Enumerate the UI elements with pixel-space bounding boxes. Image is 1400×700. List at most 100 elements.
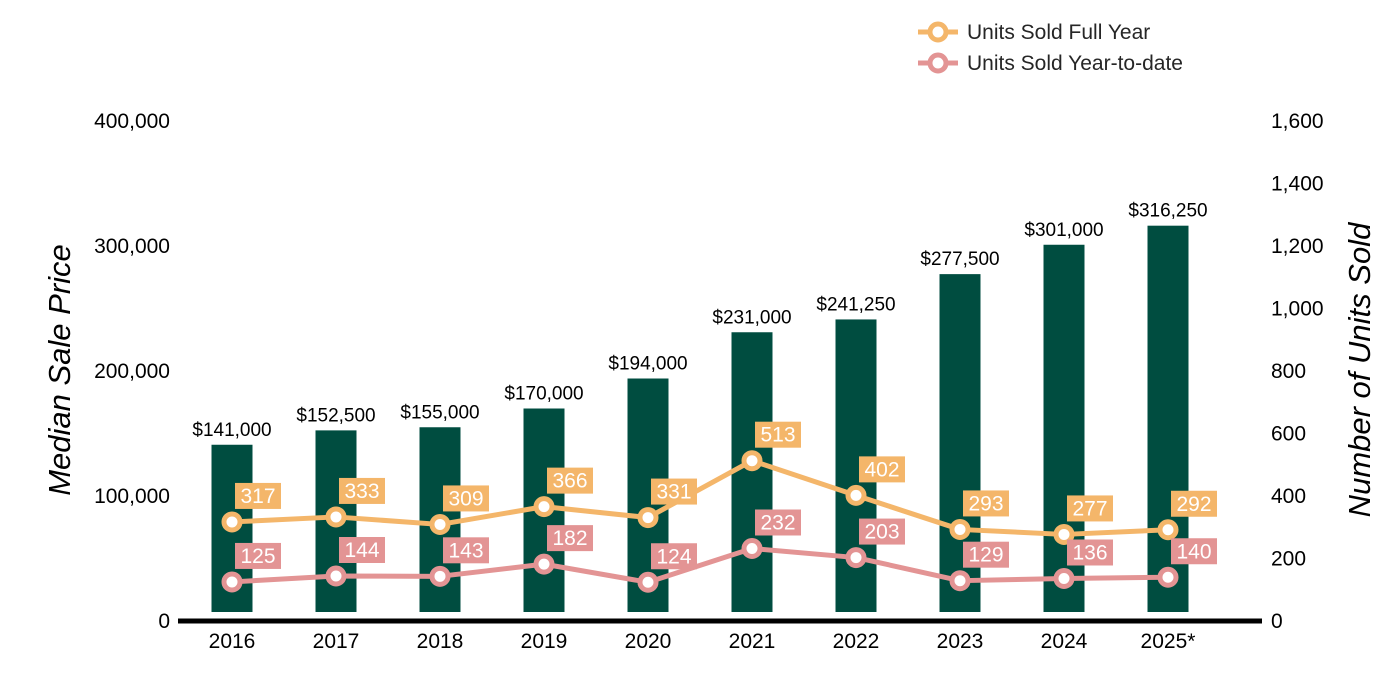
data-label: 309 (448, 487, 483, 510)
data-point (325, 506, 347, 528)
bar (731, 332, 773, 612)
legend: Units Sold Full Year Units Sold Year-to-d… (918, 21, 1183, 75)
data-label-box (963, 541, 1009, 568)
data-label-box (547, 467, 593, 494)
data-label: 124 (656, 545, 691, 568)
data-label-box (651, 478, 697, 505)
x-tick-label: 2018 (417, 630, 464, 653)
bar-data-label: $155,000 (400, 402, 479, 423)
series-line (231, 546, 1169, 585)
data-label: 203 (864, 521, 899, 544)
y-tick-label: 300,000 (94, 235, 170, 258)
data-label-box (339, 537, 385, 563)
bar-data-label: $152,500 (296, 405, 375, 426)
data-label: 366 (552, 470, 587, 493)
x-tick-label: 2021 (729, 630, 776, 653)
y2-tick-label: 400 (1271, 485, 1306, 508)
y-axis-title: Median Sale Price (42, 244, 77, 496)
data-label-box (443, 537, 489, 564)
data-label-box (1171, 538, 1217, 565)
y2-tick-label: 1,000 (1271, 298, 1324, 321)
y2-tick-label: 1,400 (1271, 173, 1324, 196)
data-point (741, 538, 763, 559)
data-label: 144 (344, 539, 379, 562)
bar-labels-layer: $141,000 $152,500 $155,000 $170,000 $194,000… (192, 201, 1207, 441)
data-label: 277 (1072, 497, 1107, 520)
data-label-box (339, 477, 385, 504)
y2-tick-label: 0 (1271, 610, 1283, 633)
data-label: 232 (760, 512, 795, 535)
bar-data-label: $316,250 (1128, 201, 1207, 222)
data-point (221, 511, 243, 533)
data-point (325, 565, 347, 587)
series-year-to-date: 125 144 143 182 124 232 203 129 136 140 (221, 509, 1217, 593)
data-point (1157, 566, 1179, 588)
bar-data-label: $194,000 (608, 354, 687, 375)
x-tick-label: 2023 (937, 630, 984, 653)
x-tick-label: 2020 (625, 630, 672, 653)
legend-label: Units Sold Full Year (967, 21, 1150, 44)
data-label-box (235, 482, 281, 509)
bar-data-label: $277,500 (920, 249, 999, 270)
x-tick-label: 2025* (1141, 630, 1196, 653)
legend-label: Units Sold Year-to-date (967, 52, 1183, 75)
series-full-year: 317 333 309 366 331 513 402 293 277 292 (221, 421, 1217, 545)
data-point (1157, 519, 1179, 541)
x-tick-label: 2017 (313, 630, 360, 653)
data-point (221, 571, 243, 593)
data-label: 129 (968, 544, 1003, 567)
y-tick-label: 0 (158, 610, 170, 633)
data-label: 513 (760, 424, 795, 447)
y-tick-label: 400,000 (94, 110, 170, 133)
data-label: 292 (1176, 493, 1211, 516)
legend-marker (927, 52, 949, 74)
legend-item: Units Sold Year-to-date (918, 52, 1183, 75)
data-point (1053, 568, 1075, 589)
legend-marker (927, 21, 949, 43)
data-label-box (755, 421, 801, 448)
data-label-box (651, 543, 697, 570)
data-label: 136 (1072, 542, 1107, 565)
bar-data-label: $141,000 (192, 420, 271, 441)
data-point (637, 571, 659, 593)
data-label-box (235, 542, 281, 569)
bar-data-label: $170,000 (504, 384, 583, 405)
bar-data-label: $241,250 (816, 294, 895, 315)
y2-tick-label: 1,600 (1271, 110, 1324, 133)
data-point (429, 565, 451, 587)
data-label-box (755, 509, 801, 536)
data-point (637, 507, 659, 529)
data-label: 125 (240, 545, 275, 568)
y-tick-label: 200,000 (94, 360, 170, 383)
y2-tick-label: 800 (1271, 360, 1306, 383)
data-label: 143 (448, 539, 483, 562)
data-point (429, 513, 451, 535)
x-tick-label: 2024 (1041, 630, 1088, 653)
data-point (533, 553, 555, 575)
y-tick-label: 100,000 (94, 485, 170, 508)
data-label: 317 (240, 485, 275, 508)
data-label: 333 (344, 480, 379, 503)
x-tick-label: 2016 (209, 630, 256, 653)
data-point (741, 450, 763, 472)
data-label-box (443, 485, 489, 512)
data-point (845, 547, 867, 569)
x-tick-label: 2019 (521, 630, 568, 653)
data-label: 402 (864, 458, 899, 481)
data-label-box (963, 490, 1009, 517)
data-label: 182 (552, 527, 587, 550)
data-label-box (859, 456, 905, 483)
data-label-box (547, 525, 593, 552)
data-point (949, 518, 971, 540)
bar-data-label: $301,000 (1024, 220, 1103, 241)
data-label: 293 (968, 492, 1003, 515)
data-label-box (859, 518, 905, 545)
data-point (949, 570, 971, 592)
y2-axis-title: Number of Units Sold (1342, 221, 1377, 517)
y2-tick-label: 600 (1271, 423, 1306, 446)
series-line (231, 458, 1169, 537)
x-tick-label: 2022 (833, 630, 880, 653)
